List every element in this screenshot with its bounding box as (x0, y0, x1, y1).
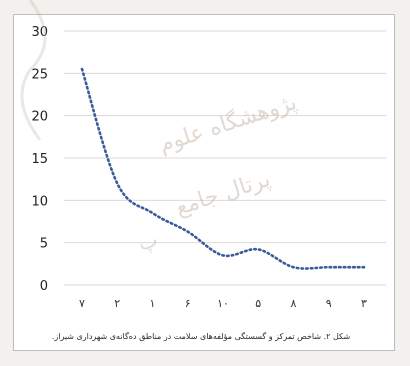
x-tick-label: ۸ (291, 297, 297, 310)
chart: 0 5 10 15 20 25 30 ۷ ۲ ۱ ۶ ۱۰ ۵ ۸ ۹ ۳ (31, 25, 386, 310)
y-tick-label: 0 (40, 279, 48, 294)
x-tick-label: ۱ (150, 297, 156, 310)
x-tick-label: ۵ (255, 297, 261, 310)
y-tick-label: 15 (31, 152, 48, 167)
x-tick-label: ۳ (361, 297, 367, 310)
y-tick-label: 30 (31, 25, 48, 40)
chart-frame: 0 5 10 15 20 25 30 ۷ ۲ ۱ ۶ ۱۰ ۵ ۸ ۹ ۳ (13, 14, 395, 351)
y-tick-label: 25 (31, 67, 48, 82)
y-tick-label: 10 (31, 194, 48, 209)
x-tick-label: ۱۰ (217, 297, 229, 310)
x-tick-label: ۶ (185, 297, 191, 310)
series-line-0 (80, 67, 366, 270)
x-tick-label: ۷ (79, 297, 85, 310)
y-tick-label: 20 (31, 110, 48, 125)
x-tick-label: ۹ (326, 297, 332, 310)
figure-caption: شکل ۲. شاخص تمرکز و گسستگی مؤلفه‌های سلا… (51, 332, 351, 341)
y-tick-label: 5 (40, 237, 48, 252)
x-tick-label: ۲ (114, 297, 120, 310)
